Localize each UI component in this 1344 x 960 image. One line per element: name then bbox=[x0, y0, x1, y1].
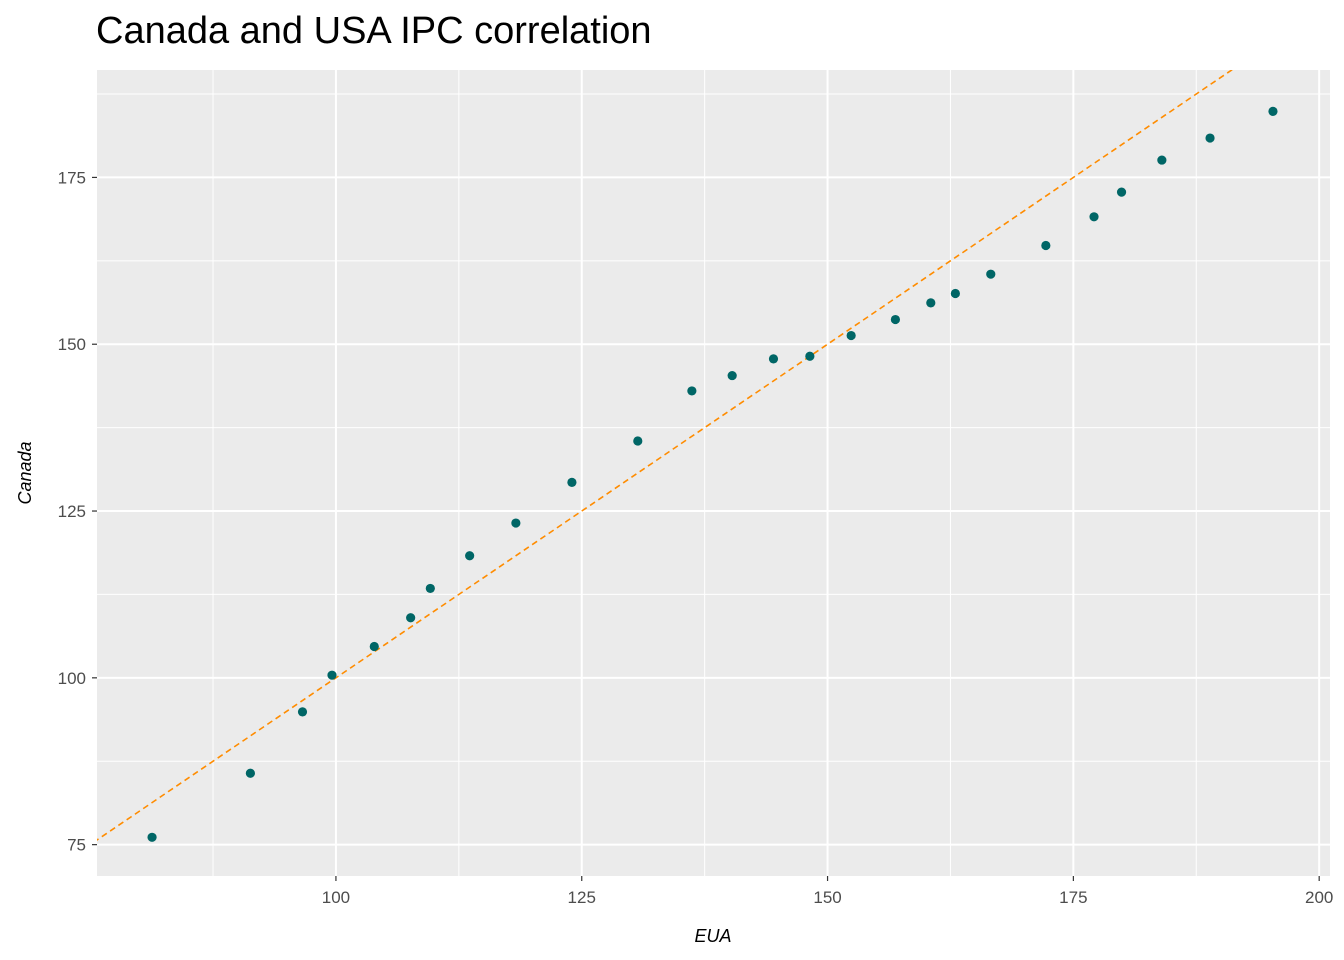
grid-major bbox=[97, 70, 1330, 876]
data-point bbox=[1041, 240, 1051, 251]
y-axis: 75 100 125 150 175 bbox=[58, 168, 97, 855]
chart-title: Canada and USA IPC correlation bbox=[96, 10, 652, 52]
data-point bbox=[1157, 155, 1167, 165]
data-point bbox=[1089, 212, 1099, 222]
x-tick-label: 175 bbox=[1059, 888, 1087, 907]
x-tick-label: 150 bbox=[813, 888, 841, 907]
data-point bbox=[926, 298, 936, 308]
data-point bbox=[890, 314, 901, 325]
data-point bbox=[369, 641, 379, 652]
data-point bbox=[1205, 133, 1215, 143]
data-point bbox=[567, 477, 577, 487]
grid-minor bbox=[97, 70, 1330, 876]
y-tick-label: 75 bbox=[67, 836, 86, 855]
data-points bbox=[147, 106, 1278, 842]
data-point bbox=[986, 269, 996, 279]
x-axis: 100 125 150 175 200 bbox=[322, 876, 1333, 907]
data-point bbox=[846, 330, 856, 341]
x-axis-title: EUA bbox=[694, 926, 731, 946]
data-point bbox=[425, 583, 435, 594]
data-point bbox=[1116, 187, 1127, 197]
y-tick-label: 125 bbox=[58, 502, 86, 521]
reference-line bbox=[97, 70, 1234, 841]
data-point bbox=[950, 288, 960, 299]
x-tick-label: 125 bbox=[568, 888, 596, 907]
data-point bbox=[768, 354, 779, 364]
data-point bbox=[465, 551, 475, 561]
x-tick-label: 100 bbox=[322, 888, 350, 907]
data-point bbox=[245, 768, 255, 778]
data-point bbox=[511, 518, 521, 528]
x-tick-label: 200 bbox=[1305, 888, 1333, 907]
data-point bbox=[406, 613, 416, 623]
plot-panel bbox=[97, 70, 1330, 876]
data-point bbox=[147, 832, 157, 842]
data-point bbox=[633, 436, 643, 446]
data-point bbox=[805, 351, 815, 361]
y-tick-label: 175 bbox=[58, 168, 86, 187]
data-point bbox=[727, 370, 737, 381]
data-point bbox=[687, 386, 697, 396]
y-axis-title: Canada bbox=[15, 441, 35, 504]
data-point bbox=[297, 707, 308, 717]
y-tick-label: 100 bbox=[58, 669, 86, 688]
data-point bbox=[1268, 106, 1278, 116]
data-point bbox=[327, 670, 337, 680]
y-tick-label: 150 bbox=[58, 335, 86, 354]
